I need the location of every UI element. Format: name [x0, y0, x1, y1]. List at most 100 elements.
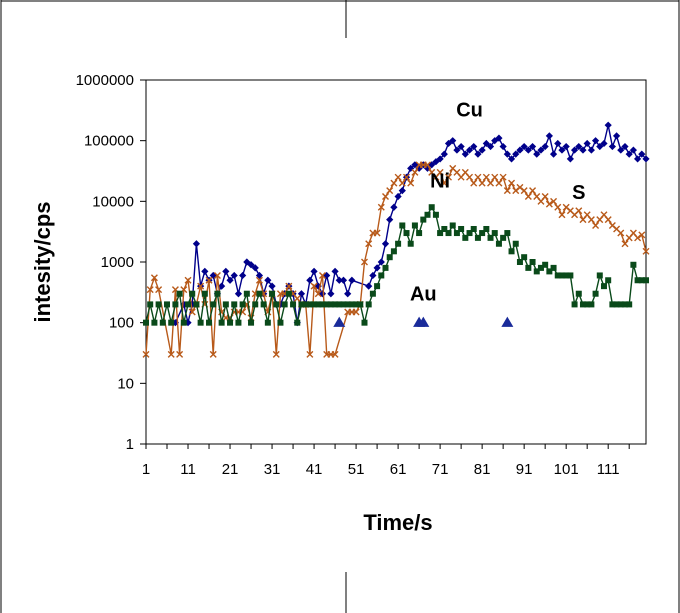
- data-point-ni: [546, 268, 553, 275]
- data-point-cu: [596, 142, 604, 151]
- x-tick-label: 21: [222, 461, 239, 478]
- data-point-cu: [239, 271, 247, 280]
- data-point-ni: [466, 230, 473, 237]
- data-point-cu: [234, 290, 243, 298]
- data-point-cu: [449, 137, 457, 145]
- data-point-ni: [193, 301, 200, 308]
- data-point-ni: [575, 290, 582, 297]
- data-point-ni: [579, 301, 586, 308]
- data-point-ni: [483, 225, 490, 232]
- data-point-cu: [457, 142, 465, 151]
- data-point-cu: [528, 142, 537, 151]
- data-point-cu: [339, 276, 348, 284]
- data-point-s: [272, 350, 280, 358]
- data-point-cu: [440, 150, 448, 158]
- data-point-ni: [294, 319, 301, 326]
- data-point-cu: [369, 271, 377, 280]
- data-point-cu: [331, 267, 339, 275]
- x-tick-label: 71: [432, 461, 449, 478]
- data-point-s: [554, 203, 562, 211]
- data-point-ni: [306, 301, 313, 308]
- data-point-s: [424, 161, 432, 169]
- plot-area: [145, 79, 647, 445]
- data-point-s: [575, 207, 583, 215]
- data-point-ni: [395, 240, 402, 247]
- data-point-ni: [365, 301, 372, 308]
- data-point-cu: [482, 139, 490, 148]
- data-point-s: [482, 173, 490, 181]
- data-point-s: [314, 290, 322, 298]
- data-point-cu: [453, 146, 461, 154]
- x-axis-label: Time/s: [363, 510, 432, 535]
- data-point-cu: [520, 142, 528, 151]
- data-point-s: [373, 229, 381, 237]
- data-point-s: [634, 234, 642, 242]
- data-point-s: [306, 350, 314, 358]
- data-point-cu: [583, 139, 591, 148]
- data-point-ni: [369, 290, 376, 297]
- data-point-ni: [252, 301, 259, 308]
- data-point-ni: [353, 301, 360, 308]
- data-point-ni: [521, 254, 528, 261]
- data-point-cu: [642, 155, 650, 163]
- data-point-cu: [432, 158, 440, 166]
- data-point-au: [417, 316, 430, 327]
- data-point-cu: [394, 192, 402, 201]
- data-point-au: [501, 316, 514, 327]
- data-point-cu: [218, 282, 226, 290]
- data-point-ni: [567, 272, 574, 279]
- data-point-ni: [487, 234, 494, 241]
- data-point-cu: [499, 142, 507, 151]
- data-point-s: [407, 179, 415, 187]
- data-point-cu: [423, 164, 432, 172]
- data-point-cu: [533, 150, 541, 158]
- data-point-cu: [306, 276, 314, 284]
- data-point-ni: [378, 272, 385, 279]
- data-point-ni: [550, 264, 557, 271]
- data-point-ni: [529, 259, 536, 265]
- data-point-cu: [608, 142, 616, 151]
- series-label-cu: Cu: [456, 100, 483, 122]
- data-point-cu: [251, 264, 259, 272]
- data-point-ni: [407, 240, 414, 247]
- data-point-ni: [151, 319, 158, 326]
- y-axis-label: intesity/cps: [30, 201, 55, 322]
- data-point-ni: [584, 301, 591, 308]
- data-point-cu: [461, 150, 469, 158]
- data-point-ni: [256, 290, 263, 297]
- data-point-ni: [630, 261, 637, 268]
- data-point-cu: [591, 137, 600, 145]
- data-point-cu: [478, 146, 486, 154]
- data-point-cu: [386, 215, 394, 224]
- data-point-s: [213, 271, 221, 279]
- data-point-cu: [407, 164, 415, 172]
- data-point-ni: [348, 301, 355, 308]
- data-point-s: [386, 187, 394, 195]
- data-point-s: [352, 308, 360, 316]
- x-tick-label: 61: [390, 461, 407, 478]
- data-point-ni: [596, 272, 603, 279]
- data-point-cu: [570, 146, 579, 154]
- data-point-ni: [432, 211, 439, 218]
- data-point-ni: [458, 225, 465, 232]
- data-point-s: [150, 274, 158, 282]
- data-point-ni: [588, 301, 595, 308]
- data-point-ni: [592, 290, 599, 297]
- y-tick-label: 1000: [101, 254, 134, 271]
- data-point-s: [398, 179, 406, 187]
- data-point-s: [167, 350, 175, 358]
- data-point-cu: [192, 240, 201, 248]
- data-point-s: [331, 350, 339, 358]
- data-point-s: [621, 240, 629, 248]
- data-point-cu: [633, 155, 642, 163]
- data-point-ni: [176, 290, 183, 297]
- data-point-s: [318, 271, 326, 279]
- data-point-cu: [209, 271, 217, 280]
- data-point-ni: [361, 319, 368, 326]
- data-point-ni: [315, 301, 322, 308]
- y-tick-label: 1: [126, 436, 134, 453]
- data-point-ni: [542, 261, 549, 268]
- data-point-s: [411, 168, 419, 176]
- data-point-s: [466, 173, 474, 181]
